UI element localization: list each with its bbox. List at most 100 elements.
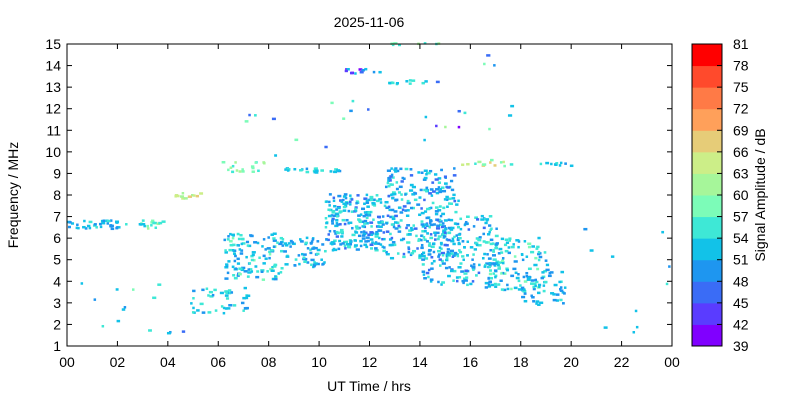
data-point: [439, 223, 442, 226]
data-point: [398, 225, 402, 229]
data-point: [373, 204, 377, 207]
data-point: [347, 245, 352, 249]
data-point: [338, 239, 342, 243]
data-point: [430, 267, 434, 270]
data-point: [224, 249, 227, 252]
data-point: [393, 42, 398, 45]
data-point: [459, 227, 463, 231]
data-point: [492, 258, 497, 261]
data-point: [391, 196, 395, 200]
data-point: [405, 226, 408, 230]
data-point: [462, 281, 465, 285]
y-tick-label: 6: [53, 230, 61, 246]
data-point: [231, 164, 235, 168]
data-point: [333, 239, 337, 243]
data-point: [350, 198, 354, 201]
colorbar-tick-label: 72: [733, 101, 749, 117]
data-point: [366, 205, 370, 208]
data-point: [447, 274, 451, 278]
data-point: [330, 219, 334, 223]
data-point: [394, 198, 399, 202]
data-point: [485, 262, 490, 265]
data-point: [494, 275, 497, 279]
data-point: [589, 249, 594, 252]
data-point: [448, 266, 451, 269]
data-point: [444, 227, 448, 231]
data-point: [536, 267, 540, 271]
data-point: [489, 269, 492, 272]
data-point: [266, 270, 269, 273]
data-point: [508, 239, 512, 242]
data-point: [335, 235, 340, 238]
data-point: [80, 282, 84, 285]
data-point: [417, 239, 420, 242]
data-point: [349, 109, 353, 113]
data-point: [400, 193, 403, 196]
data-point: [423, 210, 428, 213]
data-point: [253, 258, 256, 262]
data-point: [450, 239, 455, 243]
data-point: [477, 243, 482, 247]
data-point: [433, 231, 437, 234]
data-point: [441, 222, 445, 225]
data-point: [192, 289, 196, 293]
data-point: [504, 238, 509, 241]
data-point: [360, 230, 363, 234]
data-point: [410, 252, 414, 255]
x-tick-label: 18: [513, 354, 529, 370]
data-point: [478, 236, 482, 239]
data-point: [339, 243, 343, 246]
data-point: [237, 237, 241, 241]
data-point: [478, 263, 481, 267]
data-point: [390, 208, 395, 212]
colorbar-tick-label: 42: [733, 316, 749, 332]
data-point: [388, 238, 393, 241]
data-point: [457, 242, 461, 246]
data-point: [457, 266, 462, 269]
data-point: [367, 211, 371, 214]
chart-title: 2025-11-06: [334, 14, 405, 30]
data-point: [346, 68, 350, 71]
data-point: [394, 227, 399, 230]
data-point: [420, 211, 425, 215]
data-point: [227, 168, 230, 172]
colorbar-segment: [692, 173, 722, 196]
data-point: [466, 283, 469, 287]
data-point: [101, 221, 106, 225]
data-point: [545, 263, 550, 267]
data-point: [333, 170, 338, 174]
data-point: [506, 287, 510, 291]
data-point: [410, 228, 414, 231]
data-point: [433, 173, 438, 176]
data-point: [462, 280, 465, 283]
data-point: [241, 170, 245, 173]
data-point: [483, 217, 486, 221]
data-point: [328, 229, 332, 233]
x-tick-label: 16: [463, 354, 479, 370]
data-point: [239, 233, 243, 237]
data-point: [131, 288, 135, 291]
data-point: [555, 299, 559, 302]
colorbar-segment: [692, 44, 722, 67]
data-point: [125, 223, 128, 226]
data-point: [333, 204, 337, 208]
data-point: [539, 162, 543, 166]
data-point: [229, 243, 234, 247]
data-point: [355, 248, 360, 251]
data-point: [313, 170, 317, 174]
data-point: [98, 222, 102, 226]
data-point: [440, 251, 445, 255]
data-point: [192, 297, 195, 300]
data-point: [166, 331, 171, 335]
data-point: [446, 251, 450, 254]
data-point: [366, 239, 370, 243]
data-point: [316, 262, 320, 266]
data-point: [522, 289, 527, 293]
data-point: [422, 235, 426, 239]
data-point: [232, 234, 235, 237]
data-point: [266, 247, 271, 250]
data-point: [192, 306, 195, 310]
data-point: [256, 241, 260, 245]
data-point: [372, 198, 376, 202]
